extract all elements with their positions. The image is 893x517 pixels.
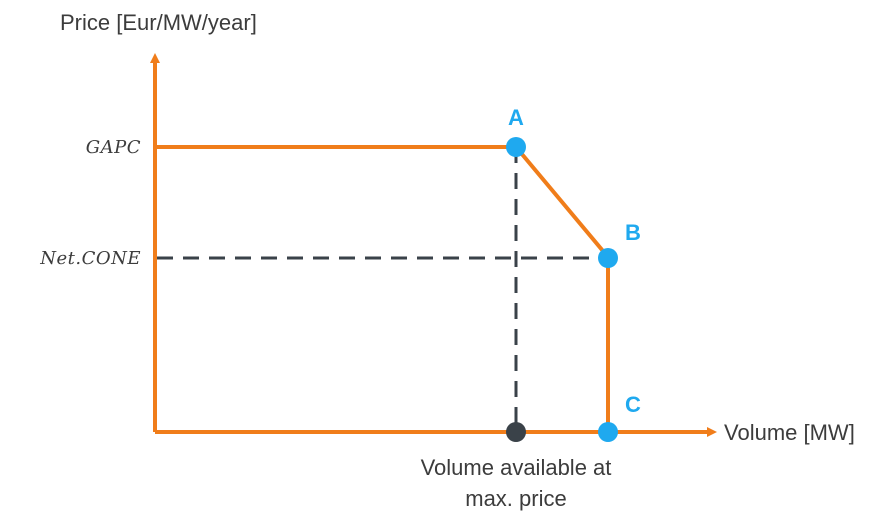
point-c-label: C: [625, 392, 641, 417]
point-a-label: A: [508, 105, 524, 130]
demand-curve: [155, 145, 610, 432]
point-c-marker: [598, 422, 618, 442]
x-axis-title: Volume [MW]: [724, 420, 855, 445]
gapc-label: GAPC: [86, 137, 141, 158]
point-a-marker: [506, 137, 526, 157]
volume-caption-line-2: max. price: [465, 486, 566, 511]
point-b-label: B: [625, 220, 641, 245]
volume-caption-line-1: Volume available at: [421, 455, 612, 480]
point-b-marker: [598, 248, 618, 268]
net-cone-label: Net.CONE: [39, 248, 141, 269]
y-axis-title: Price [Eur/MW/year]: [60, 10, 257, 35]
max-price-volume-marker: [506, 422, 526, 442]
